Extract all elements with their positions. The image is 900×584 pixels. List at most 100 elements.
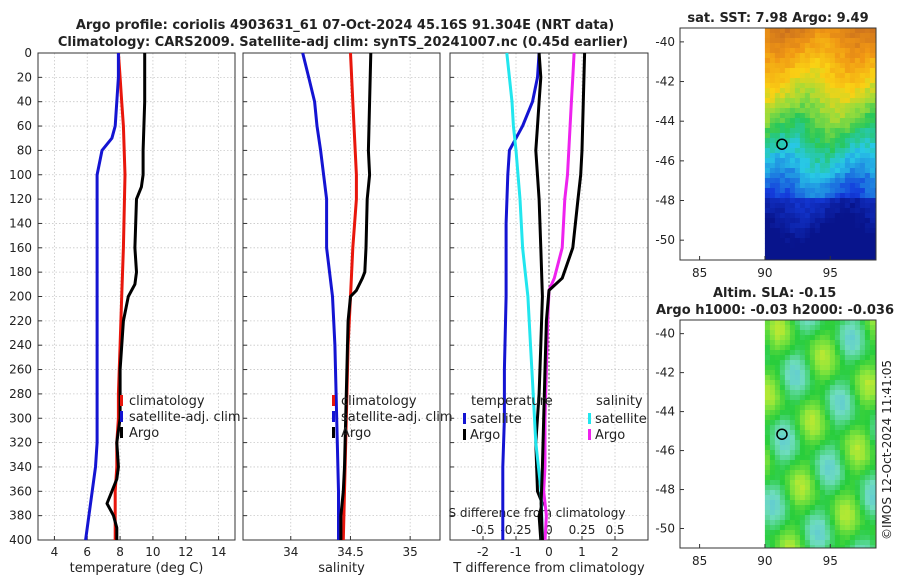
legend-title-temperature: temperature xyxy=(471,394,553,409)
imos-watermark: ©IMOS 12-Oct-2024 11:41:05 xyxy=(880,360,894,540)
series-line-salinity-argo-from-raw xyxy=(539,52,587,541)
series-line-salinity-satellite xyxy=(505,52,544,541)
x-axis-label: temperature (deg C) xyxy=(70,561,204,576)
x-tick-label: 1 xyxy=(578,545,586,559)
map-y-tick-label: -40 xyxy=(655,35,675,49)
map-x-tick-label: 90 xyxy=(757,554,772,568)
sst-heatmap-cells xyxy=(764,28,877,261)
series-line-satellite-adj-clim xyxy=(301,52,340,540)
temperature-panel: 0 20 40 60 80 100 120 140 160 180 200 220 240 260 280 3… xyxy=(9,46,241,576)
series-line-argo xyxy=(339,52,373,540)
figure-title-line1: Argo profile: coriolis 4903631_61 07-Oct… xyxy=(76,18,614,33)
map-y-tick-label: -50 xyxy=(655,522,675,536)
legend-label: Argo xyxy=(595,428,625,443)
top-tick-label: 0.5 xyxy=(605,523,624,537)
legend-swatch xyxy=(332,411,335,422)
map-y-tick-label: -40 xyxy=(655,327,675,341)
legend-swatch xyxy=(588,429,591,440)
legend-swatch xyxy=(463,413,466,424)
legend-swatch xyxy=(332,427,335,438)
sst-map-title: sat. SST: 7.98 Argo: 9.49 xyxy=(687,11,868,26)
map-y-tick-label: -50 xyxy=(655,233,675,247)
map-frame xyxy=(679,27,877,261)
sla-heatmap-cells xyxy=(764,320,877,549)
depth-tick-label: 200 xyxy=(9,290,32,304)
depth-tick-label: 320 xyxy=(9,436,32,450)
legend-label: satellite xyxy=(470,412,522,427)
map-y-tick-label: -42 xyxy=(655,75,675,89)
depth-tick-label: 120 xyxy=(9,192,32,206)
top-tick-label: 0 xyxy=(545,523,553,537)
map-y-tick-label: -44 xyxy=(655,114,675,128)
legend-swatch xyxy=(588,413,591,424)
x-tick-label: 34.5 xyxy=(337,545,364,559)
x-tick-label: 4 xyxy=(51,545,59,559)
map-x-tick-label: 95 xyxy=(823,554,838,568)
depth-tick-label: 260 xyxy=(9,363,32,377)
series-line-salinity-argo xyxy=(542,52,576,541)
series-line-argo xyxy=(105,53,147,540)
depth-tick-label: 140 xyxy=(9,216,32,230)
x-tick-label: -2 xyxy=(477,545,489,559)
depth-tick-label: 300 xyxy=(9,411,32,425)
legend-swatch xyxy=(120,395,123,406)
legend-label: Argo xyxy=(470,428,500,443)
map-y-tick-label: -42 xyxy=(655,366,675,380)
legend-label: Argo xyxy=(341,426,371,441)
top-tick-label: -0.5 xyxy=(471,523,494,537)
map-y-tick-label: -44 xyxy=(655,405,675,419)
map-x-tick-label: 85 xyxy=(692,554,707,568)
depth-tick-label: 280 xyxy=(9,387,32,401)
legend-swatch xyxy=(120,411,123,422)
legend-title-salinity: salinity xyxy=(596,394,643,409)
depth-tick-label: 40 xyxy=(17,95,32,109)
top-tick-label: 0.25 xyxy=(569,523,596,537)
sla-map-title-line2: Argo h1000: -0.03 h2000: -0.036 xyxy=(656,303,894,318)
series-line-satellite-adj-clim xyxy=(84,53,120,541)
map-y-tick-label: -46 xyxy=(655,154,675,168)
depth-tick-label: 220 xyxy=(9,314,32,328)
depth-tick-label: 380 xyxy=(9,509,32,523)
map-frame xyxy=(679,319,877,549)
x-tick-label: 35 xyxy=(403,545,418,559)
top-tick-label: -0.25 xyxy=(500,523,531,537)
x-axis-label: salinity xyxy=(318,561,365,576)
salinity-panel: 34 34.5 35 salinity climatologysatellite-adj… xyxy=(242,52,453,576)
map-y-tick-label: -48 xyxy=(655,483,675,497)
depth-tick-label: 20 xyxy=(17,70,32,84)
legend-swatch xyxy=(463,429,466,440)
legend-swatch xyxy=(120,427,123,438)
x-axis-label: T difference from climatology xyxy=(452,561,645,576)
x-tick-label: -1 xyxy=(510,545,522,559)
sla-map: -40 -42 -44 -46 -48 -50 85 90 95 xyxy=(655,319,877,568)
sst-map: -40 -42 -44 -46 -48 -50 85 90 95 xyxy=(655,27,877,280)
legend-label: climatology xyxy=(341,394,417,409)
legend-swatch xyxy=(332,395,335,406)
x-tick-label: 6 xyxy=(83,545,91,559)
difference-panel: -2 -1 0 1 2 T difference from climatology S di… xyxy=(449,52,649,576)
map-y-tick-label: -46 xyxy=(655,444,675,458)
depth-tick-label: 340 xyxy=(9,460,32,474)
depth-tick-label: 400 xyxy=(9,533,32,547)
legend-label: satellite-adj. clim xyxy=(129,410,241,425)
x-tick-label: 12 xyxy=(178,545,193,559)
depth-tick-label: 100 xyxy=(9,168,32,182)
axes-frame xyxy=(37,52,236,541)
depth-tick-label: 80 xyxy=(17,143,32,157)
legend-label: satellite xyxy=(595,412,647,427)
legend-label: satellite-adj. clim xyxy=(341,410,453,425)
depth-tick-label: 0 xyxy=(24,46,32,60)
depth-tick-label: 240 xyxy=(9,338,32,352)
map-y-tick-label: -48 xyxy=(655,194,675,208)
top-axis-label: S difference from climatology xyxy=(449,506,626,520)
argo-location-marker xyxy=(776,138,788,150)
depth-tick-label: 180 xyxy=(9,265,32,279)
legend-label: Argo xyxy=(129,426,159,441)
argo-location-marker xyxy=(776,428,788,440)
x-tick-label: 34 xyxy=(283,545,298,559)
x-tick-label: 2 xyxy=(611,545,619,559)
x-tick-label: 0 xyxy=(545,545,553,559)
figure-title-line2: Climatology: CARS2009. Satellite-adj cli… xyxy=(58,35,628,50)
x-tick-label: 10 xyxy=(145,545,160,559)
